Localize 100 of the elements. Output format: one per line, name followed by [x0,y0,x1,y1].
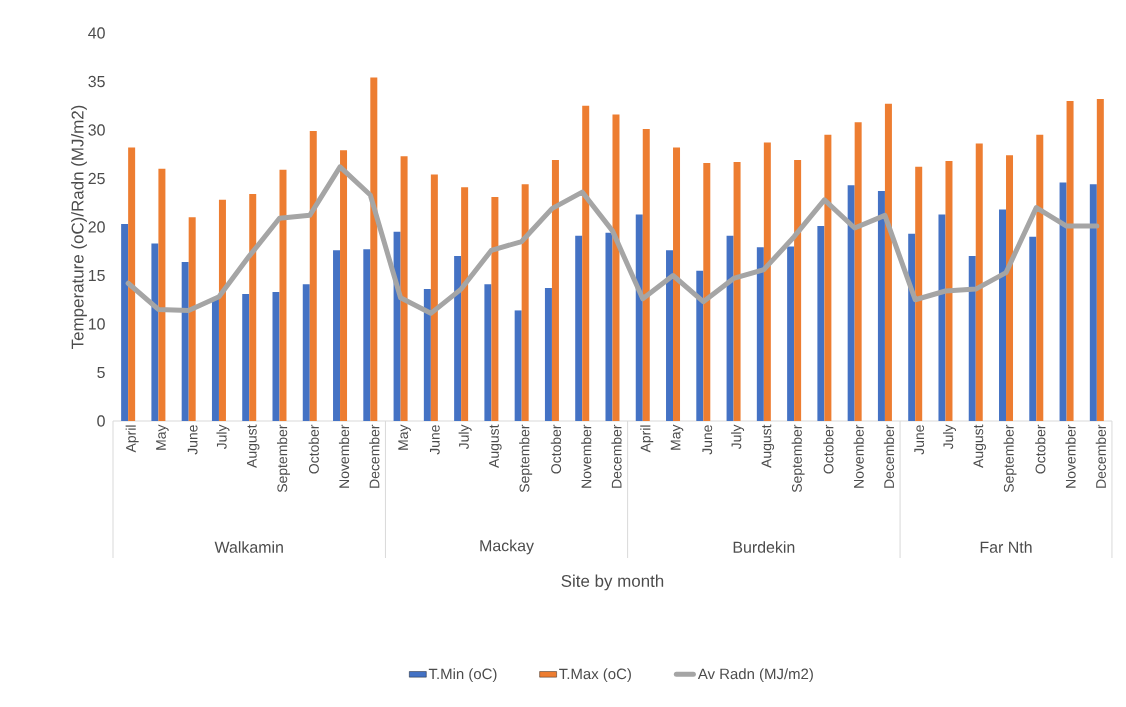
bar [756,247,764,421]
bar [279,169,287,421]
bar [612,114,620,421]
bar [430,174,438,421]
y-tick-label: 10 [88,318,105,330]
bar [211,298,219,421]
bar [763,142,771,421]
bar [975,143,983,421]
bar [666,250,674,421]
text: Mackay [480,539,534,555]
y-tick-label: 20 [88,221,105,233]
bar [151,243,159,421]
bar [605,232,613,421]
bar [817,226,825,421]
x-tick-label: June [187,425,198,455]
bar [1059,182,1067,421]
bar [847,185,855,421]
x-tick-label: June [914,425,925,455]
bar [884,103,892,421]
bar [1029,236,1037,421]
x-tick-label: December [369,424,380,488]
x-tick-label: November [581,424,592,488]
bar [642,129,650,421]
bar [582,105,590,421]
x-tick-label: June [702,425,713,455]
x-tick-label: July [458,424,472,450]
bar [249,194,257,421]
x-tick-label: April [640,425,654,453]
bar [340,150,348,421]
x-tick-label: August [973,424,986,468]
bar [703,162,711,421]
bar [121,224,129,421]
y-tick-label: 25 [88,172,105,185]
x-tick-label: October [823,424,834,474]
x-tick-label: August [489,424,502,468]
text: Burdekin [733,541,795,553]
bar [158,168,166,421]
y-tick-label: 15 [88,269,105,282]
bar [302,284,310,421]
x-tick-label: October [550,424,562,474]
bar [877,191,885,421]
x-tick-label: July [731,424,745,450]
x-tick-label: September [519,424,533,493]
bar [423,289,431,421]
x-tick-label: May [156,424,169,450]
bar [908,233,916,421]
y-tick-label: 5 [97,366,105,379]
bar [854,122,862,421]
bar [945,161,953,421]
x-tick-label: July [942,424,956,450]
x-tick-label: December [883,424,895,488]
bar [363,249,371,421]
x-axis-title: Site by month [561,574,664,591]
bar [726,235,734,421]
bar [938,214,946,421]
x-tick-label: May [670,424,684,450]
bar [787,246,795,421]
x-tick-label: April [125,425,139,453]
bar [461,187,469,421]
bar [521,184,529,421]
bar [454,256,462,421]
bar [915,166,923,421]
x-tick-label: July [216,424,230,450]
x-tick-label: September [791,424,805,493]
bar [551,160,559,421]
text: Far Nth [980,541,1032,553]
y-tick-label: 40 [88,27,105,39]
bar [128,147,136,421]
x-tick-label: August [246,424,260,468]
bar [794,160,802,421]
x-tick-label: May [398,424,411,450]
x-tick-label: October [1035,424,1046,474]
x-tick-label: November [853,424,864,488]
bar [673,147,681,421]
x-tick-label: November [1065,424,1076,488]
bar [242,293,250,421]
bar [333,250,341,421]
x-tick-label: December [611,424,622,488]
x-tick-label: September [276,424,290,493]
bar [484,284,492,421]
bar [968,256,976,421]
y-tick-label: 30 [88,124,105,136]
bar [824,134,832,421]
bar [733,162,741,421]
bar [1036,134,1044,421]
x-tick-label: August [761,424,775,468]
bar [544,288,552,421]
bar [1089,184,1097,421]
bar [491,196,499,421]
x-tick-label: November [338,424,350,488]
bar [370,77,378,421]
legend-label: T.Max (oC) [559,668,631,683]
x-tick-label: June [429,425,440,455]
x-tick-label: October [308,424,319,474]
bar [393,231,401,421]
bar [181,261,189,421]
bar [635,214,643,421]
bar [514,310,522,421]
bar [188,217,196,421]
bar [575,235,583,421]
